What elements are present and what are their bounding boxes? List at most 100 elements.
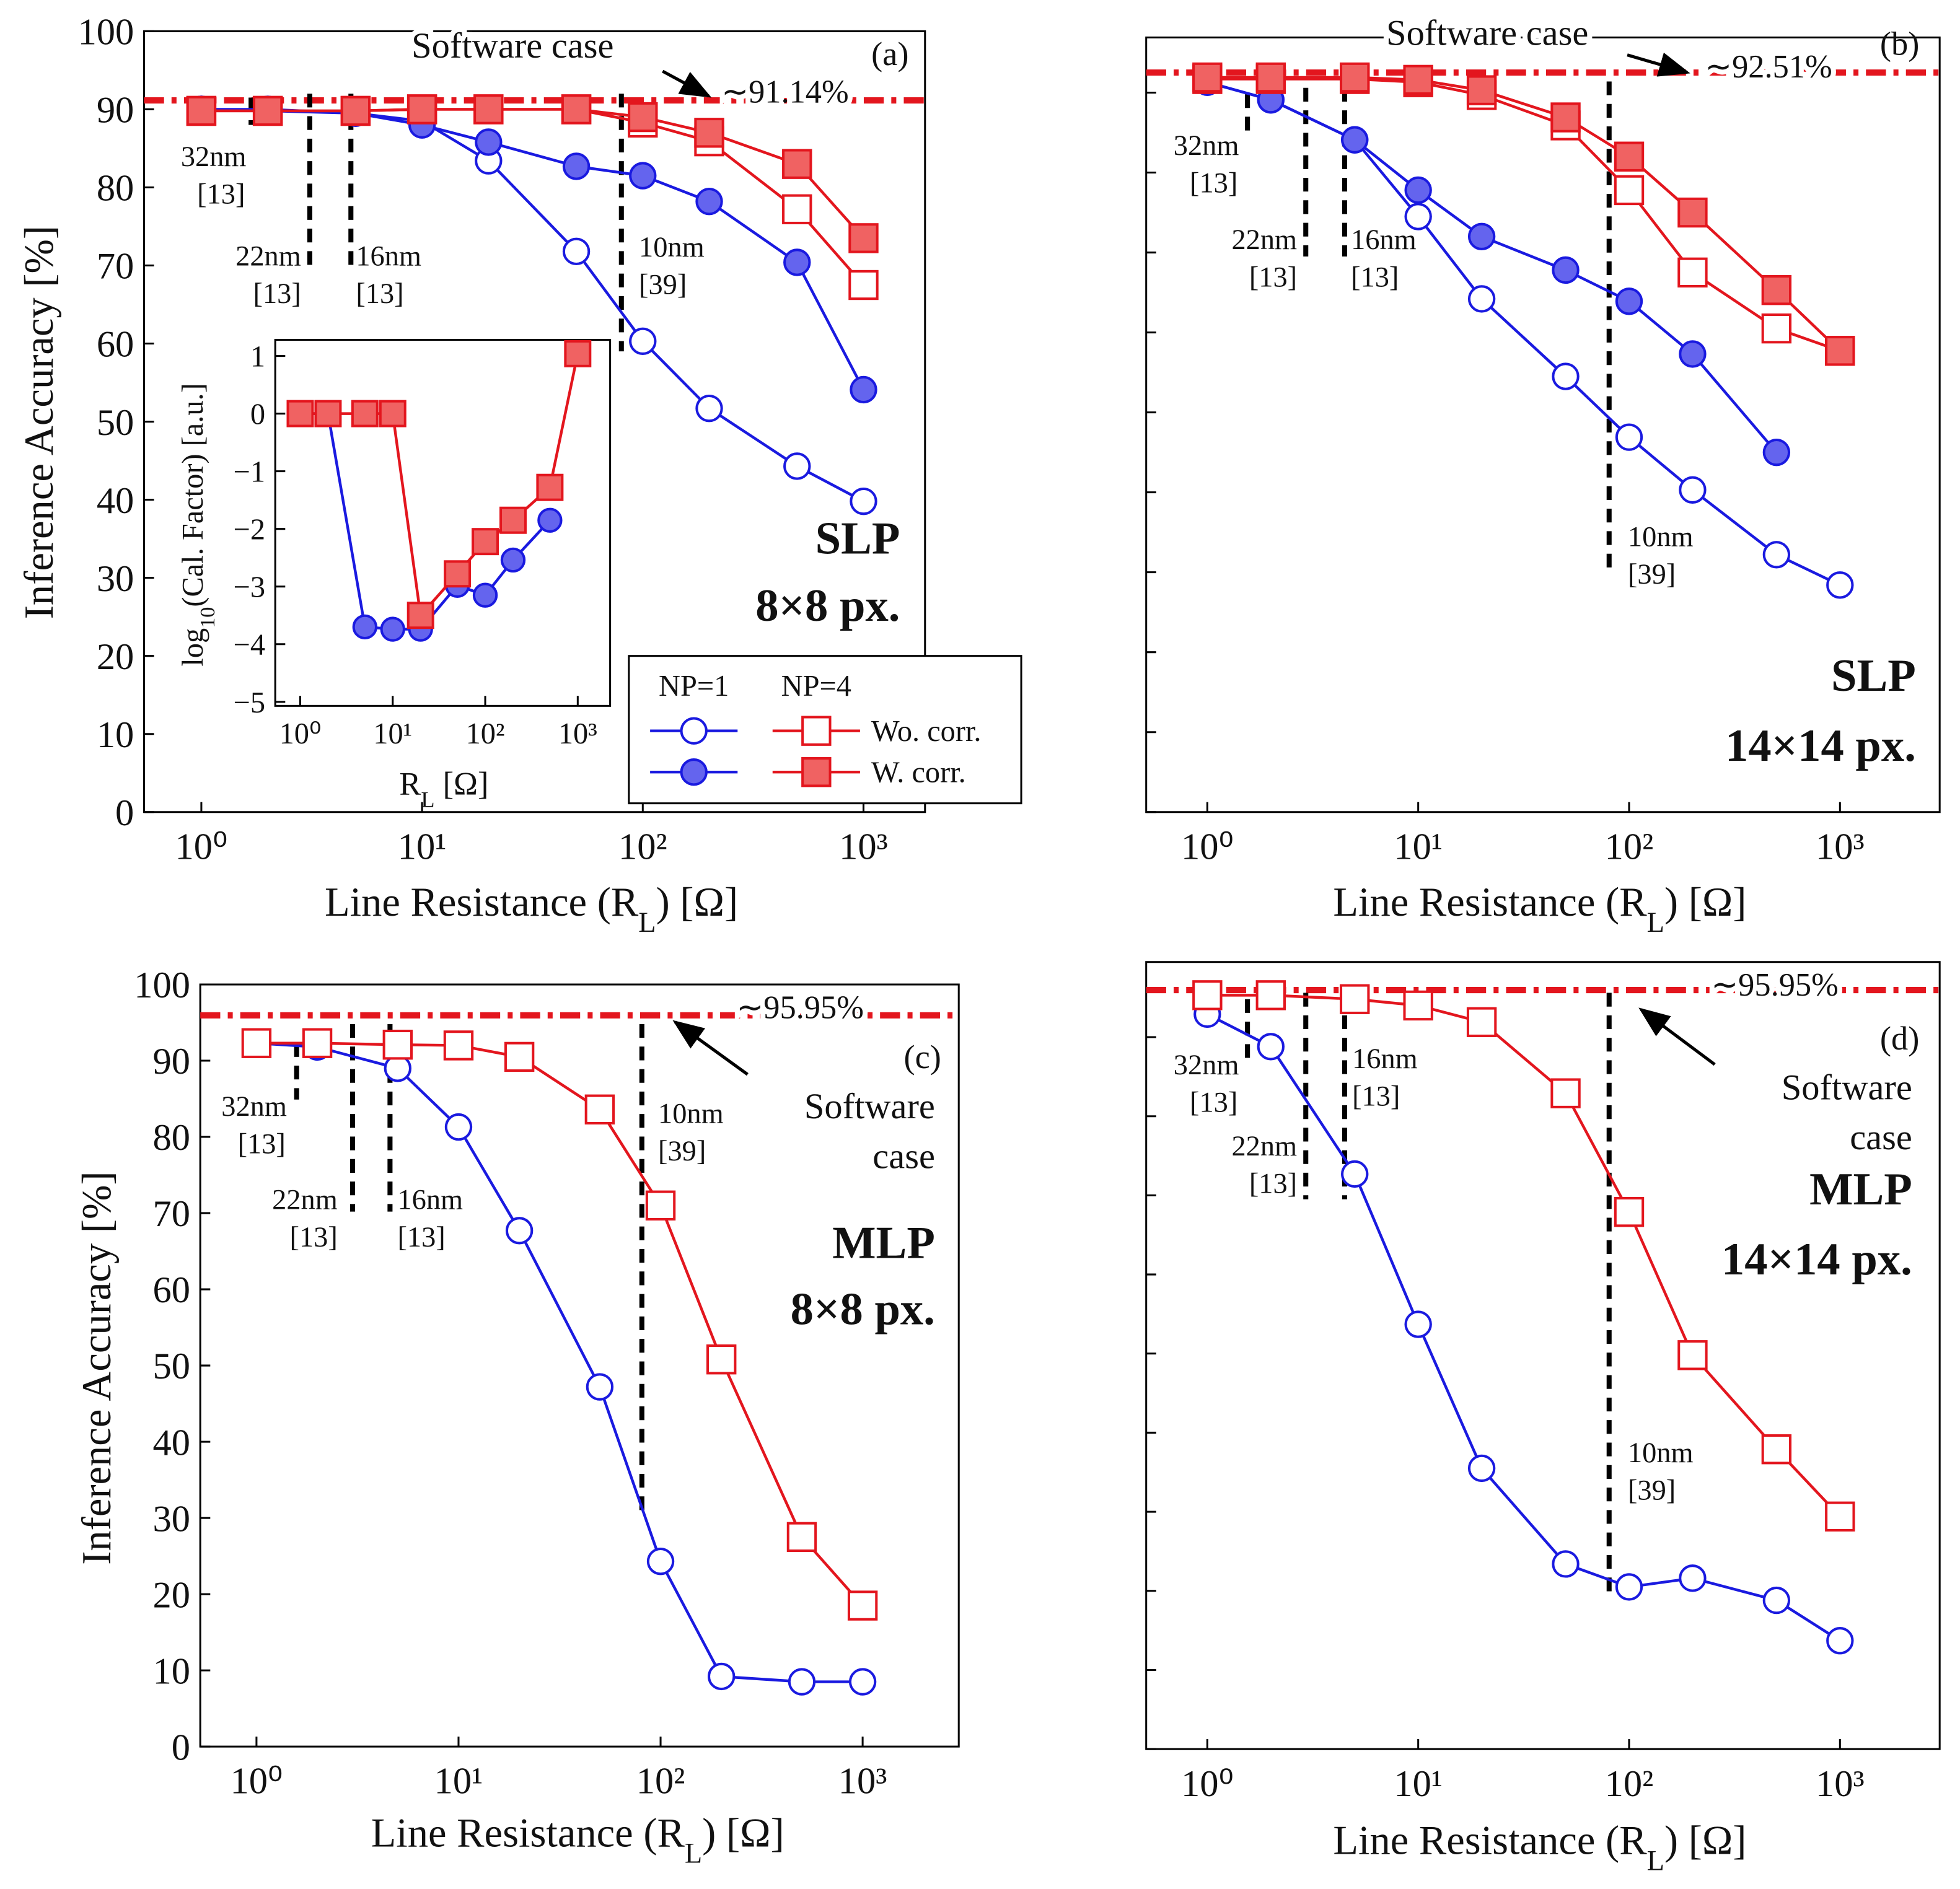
x-axis-label-part: [Ω]: [435, 766, 489, 802]
panel-title: 14×14 px.: [1725, 721, 1916, 771]
node-label: 22nm: [1231, 1131, 1297, 1162]
data-point: [629, 327, 657, 355]
reference-text: Software case: [1386, 13, 1588, 53]
node-label: 32nm: [1174, 130, 1239, 162]
x-axis-label-part: L: [638, 907, 656, 939]
data-point: [472, 528, 499, 556]
data-point: [537, 507, 563, 533]
y-tick-label: 70: [97, 246, 134, 287]
y-tick-label: 80: [153, 1117, 190, 1159]
y-tick-label: −5: [234, 686, 265, 719]
node-label: [13]: [1249, 1168, 1297, 1200]
data-point: [1615, 287, 1643, 315]
x-axis-label-part: Line Resistance (R: [1333, 880, 1647, 925]
data-point: [1552, 362, 1580, 390]
reference-arrow: [1627, 52, 1690, 77]
x-tick-label: 10²: [466, 717, 505, 750]
y-tick-label: 0: [115, 792, 134, 834]
data-point: [1614, 141, 1645, 172]
reference-label: ∼95.95%: [1711, 967, 1838, 1003]
panel-title: 14×14 px.: [1721, 1234, 1912, 1285]
data-point: [1255, 980, 1286, 1010]
node-label: [13]: [290, 1222, 338, 1253]
node-label: 32nm: [181, 141, 247, 173]
data-point: [1761, 275, 1792, 305]
data-point: [628, 102, 658, 133]
y-tick-label: −4: [234, 629, 265, 662]
x-axis-label-part: R: [399, 766, 421, 802]
x-tick-label: 10²: [618, 826, 667, 867]
y-tick-label: 50: [97, 402, 134, 444]
node-label: [13]: [197, 179, 245, 211]
y-tick-label: 100: [78, 12, 134, 53]
data-point: [1467, 285, 1496, 313]
y-tick-label: −2: [234, 514, 265, 546]
y-axis-label-part: 10: [196, 607, 219, 628]
y-tick-label: 0: [172, 1727, 190, 1768]
data-point: [1679, 1564, 1707, 1592]
node-label: [13]: [1351, 261, 1399, 293]
data-point: [505, 1217, 534, 1245]
x-tick-label: 10¹: [1394, 1763, 1443, 1805]
series-line: [1207, 76, 1841, 352]
data-point: [1825, 1501, 1855, 1532]
data-point: [1340, 62, 1370, 93]
data-point: [252, 95, 283, 126]
data-point: [1467, 1454, 1496, 1483]
data-point: [499, 506, 527, 534]
data-point: [380, 616, 405, 642]
x-tick-label: 10¹: [398, 826, 447, 867]
data-point: [1550, 1078, 1581, 1108]
x-axis-label-part: ) [Ω]: [656, 880, 739, 925]
reference-label: ∼91.14%: [721, 74, 848, 110]
panel-label: (c): [904, 1038, 941, 1076]
data-point: [1550, 102, 1581, 133]
data-point: [472, 582, 498, 608]
reference-arrow: [662, 69, 712, 98]
y-axis-label: Inference Accuracy [%]: [74, 1171, 120, 1564]
y-tick-label: 20: [153, 1574, 190, 1616]
data-point: [1761, 1434, 1792, 1465]
panel-label: (d): [1880, 1019, 1919, 1057]
node-label: 16nm: [1351, 224, 1417, 256]
reference-label: ∼92.51%: [1705, 49, 1832, 85]
data-point: [1762, 541, 1791, 569]
series-line: [256, 1041, 863, 1683]
panel-title: SLP: [1831, 651, 1916, 701]
reference-arrow: [672, 1020, 749, 1076]
node-label: [13]: [1249, 261, 1297, 293]
x-axis-label: RL [Ω]: [399, 766, 488, 812]
data-point: [1552, 1550, 1580, 1578]
y-axis-label-part: log: [177, 628, 209, 667]
x-axis-label-part: L: [1647, 907, 1664, 939]
node-label: [13]: [1190, 167, 1237, 199]
node-label: [39]: [639, 269, 687, 300]
x-axis-label: Line Resistance (RL) [Ω]: [1333, 880, 1746, 938]
reference-label: ∼95.95%: [736, 989, 863, 1025]
legend-label: Wo. corr.: [871, 715, 981, 748]
node-label: 22nm: [235, 241, 301, 273]
reference-text: case: [1850, 1117, 1912, 1157]
data-point: [564, 340, 592, 367]
data-point: [286, 400, 314, 427]
x-axis-label-part: L: [685, 1838, 702, 1869]
node-label: [39]: [1628, 1475, 1676, 1506]
plot-frame: [199, 983, 960, 1748]
data-point: [788, 1668, 816, 1696]
data-point: [407, 94, 437, 125]
data-point: [379, 400, 407, 427]
data-point: [352, 614, 377, 640]
data-point: [382, 1030, 413, 1060]
data-point: [1466, 75, 1497, 105]
data-point: [848, 223, 879, 253]
data-point: [850, 487, 877, 515]
data-point: [629, 162, 657, 190]
x-tick-label: 10⁰: [1181, 1763, 1234, 1805]
x-axis-label: Line Resistance (RL) [Ω]: [371, 1810, 784, 1869]
legend-marker: [680, 758, 708, 786]
y-tick-label: 60: [153, 1269, 190, 1311]
data-point: [562, 237, 591, 266]
x-axis-label-part: Line Resistance (R: [1333, 1818, 1647, 1864]
data-point: [1552, 256, 1580, 284]
